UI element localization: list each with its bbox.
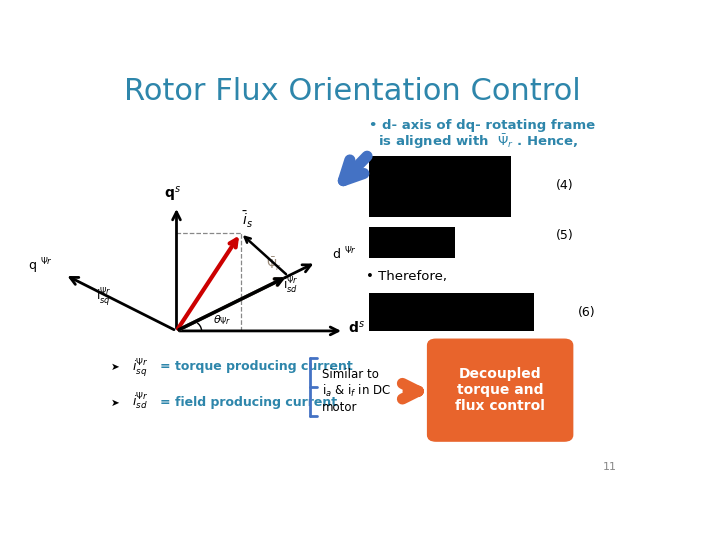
Text: q $^{\Psi r}$: q $^{\Psi r}$: [27, 256, 53, 276]
Text: $\bar{i}_s$: $\bar{i}_s$: [242, 210, 253, 230]
Text: = torque producing current: = torque producing current: [160, 360, 353, 374]
Text: d$^s$: d$^s$: [348, 320, 364, 336]
Bar: [369, 227, 456, 258]
Text: Similar to
i$_a$ & i$_f$ in DC
motor: Similar to i$_a$ & i$_f$ in DC motor: [322, 368, 390, 415]
Text: i$^{\Psi r}_{sd}$: i$^{\Psi r}_{sd}$: [283, 275, 299, 295]
Text: $\theta_{\Psi r}$: $\theta_{\Psi r}$: [213, 313, 231, 327]
Text: i$^{\Psi r}_{sd}$: i$^{\Psi r}_{sd}$: [132, 392, 148, 412]
Text: i$^{\Psi r}_{sq}$: i$^{\Psi r}_{sq}$: [96, 286, 112, 308]
Bar: [369, 294, 534, 331]
Text: d $^{\Psi r}$: d $^{\Psi r}$: [332, 245, 356, 262]
Text: ➤: ➤: [111, 398, 120, 408]
Text: $\bar{\Psi}_r$: $\bar{\Psi}_r$: [266, 255, 282, 273]
Text: ➤: ➤: [111, 362, 120, 373]
Text: q$^s$: q$^s$: [163, 185, 181, 204]
Text: = field producing current: = field producing current: [160, 396, 337, 409]
Text: i$^{\Psi r}_{sq}$: i$^{\Psi r}_{sq}$: [132, 356, 148, 379]
FancyBboxPatch shape: [428, 339, 572, 441]
Text: Decoupled
torque and
flux control: Decoupled torque and flux control: [455, 367, 545, 413]
Text: is aligned with  $\bar{\Psi}_r$ . Hence,: is aligned with $\bar{\Psi}_r$ . Hence,: [369, 132, 578, 151]
Text: • Therefore,: • Therefore,: [366, 271, 447, 284]
Text: • d- axis of dq- rotating frame: • d- axis of dq- rotating frame: [369, 119, 595, 132]
Text: 11: 11: [603, 462, 617, 472]
Text: (6): (6): [578, 306, 596, 319]
Text: Rotor Flux Orientation Control: Rotor Flux Orientation Control: [124, 77, 580, 106]
Text: (4): (4): [556, 179, 574, 192]
Bar: [369, 156, 511, 217]
Text: (5): (5): [556, 229, 574, 242]
